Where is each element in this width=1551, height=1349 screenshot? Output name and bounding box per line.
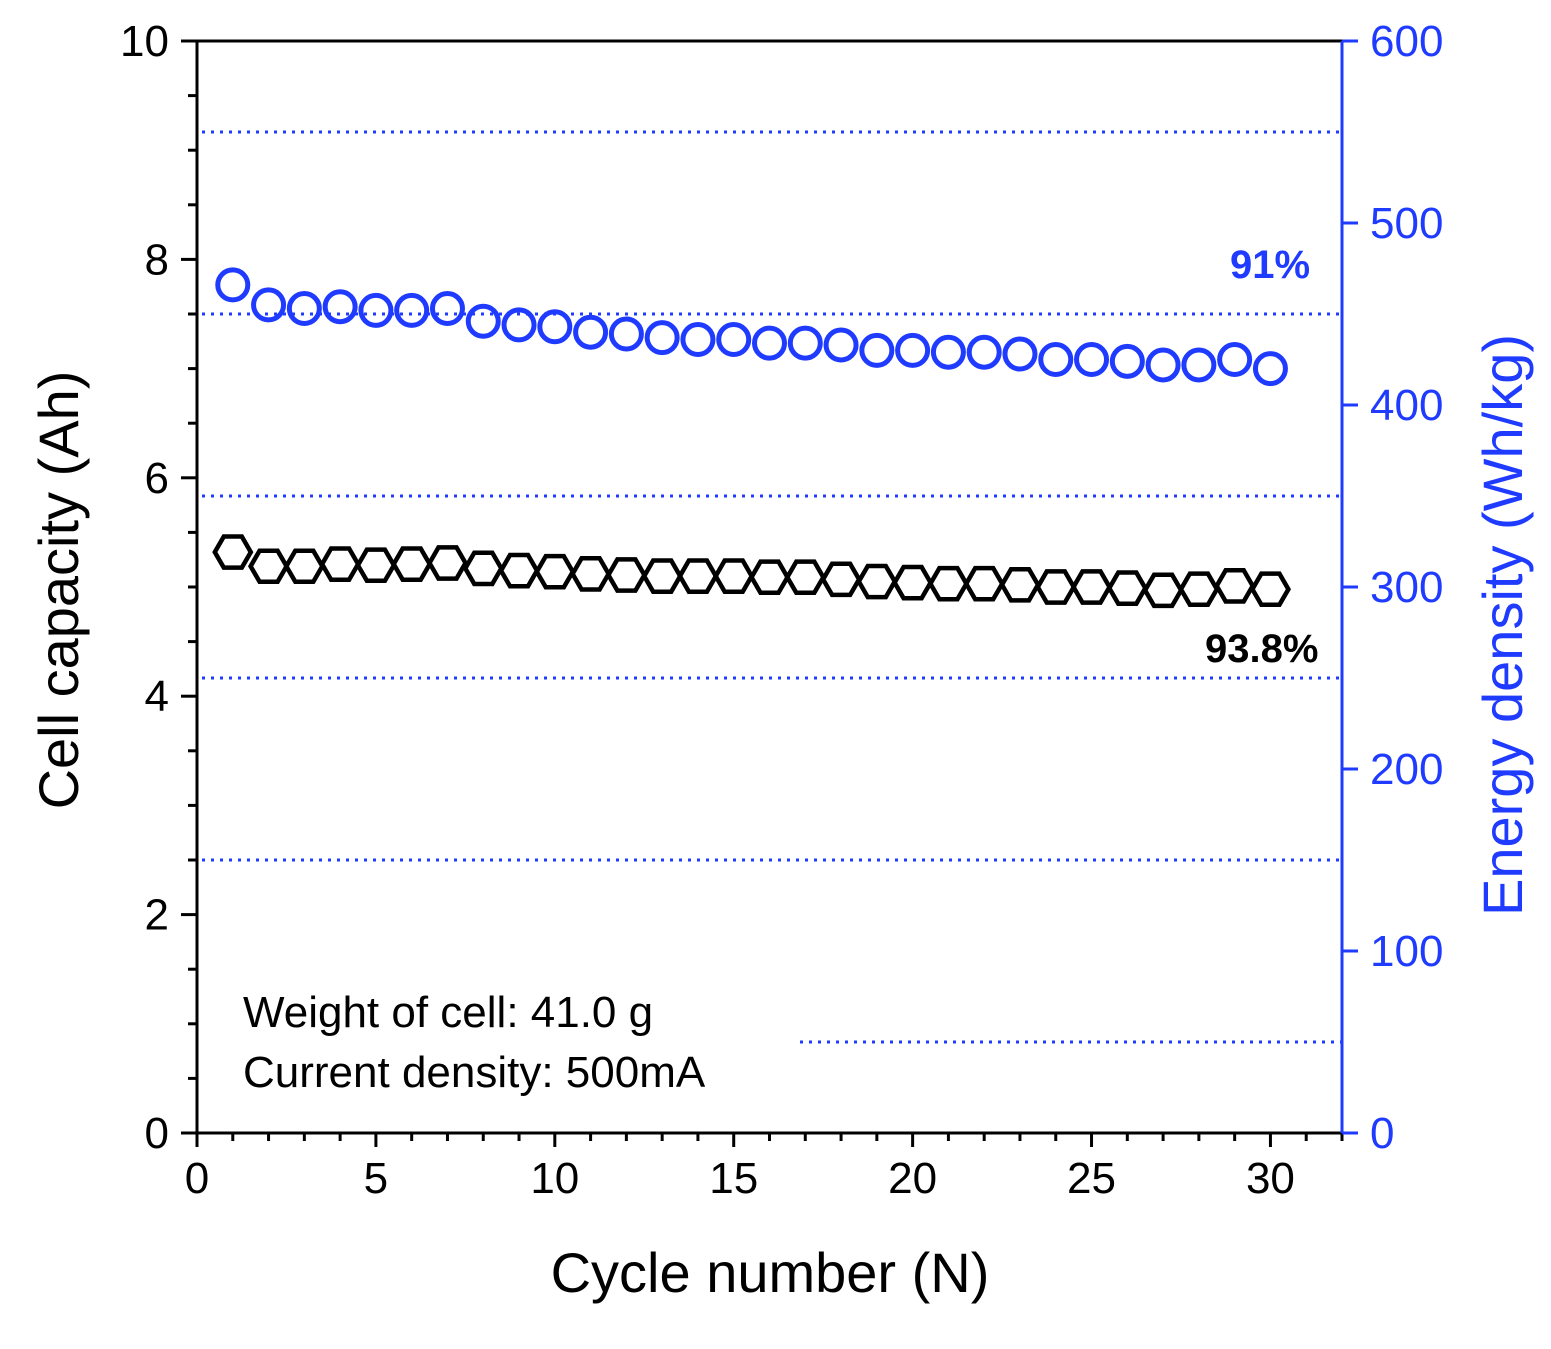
current-density-note: Current density: 500mA (243, 1048, 706, 1097)
energy-density-marker (1002, 336, 1038, 372)
capacity-marker (498, 552, 540, 589)
y-right-tick-label: 500 (1370, 199, 1443, 248)
capacity-marker (1035, 569, 1077, 605)
capacity-marker (784, 559, 826, 596)
capacity-marker (248, 548, 290, 585)
x-axis-title: Cycle number (N) (551, 1241, 990, 1304)
capacity-marker (1249, 571, 1291, 608)
energy-density-marker (501, 307, 537, 343)
energy-density-marker (823, 327, 859, 363)
capacity-marker (1142, 572, 1184, 609)
energy-density-marker (895, 332, 931, 368)
y-left-tick-label: 2 (145, 891, 169, 940)
energy-density-marker (573, 314, 609, 350)
energy-density-marker (966, 334, 1002, 370)
x-tick-label: 10 (530, 1154, 579, 1203)
y-left-tick-label: 6 (145, 454, 169, 503)
y-left-tick-label: 10 (120, 17, 169, 66)
y-right-tick-label: 100 (1370, 927, 1443, 976)
energy-density-marker (465, 303, 501, 339)
axes (195, 39, 1344, 1135)
capacity-marker (1178, 571, 1220, 608)
capacity-marker (713, 558, 755, 594)
energy-density-marker (608, 316, 644, 352)
x-tick-label: 25 (1067, 1154, 1116, 1203)
energy-density-marker (716, 321, 752, 357)
capacity-marker (391, 546, 433, 582)
capacity-marker (641, 558, 683, 594)
energy-density-marker (1038, 342, 1074, 377)
capacity-retention-label: 93.8% (1205, 627, 1318, 671)
x-tick-label: 5 (364, 1154, 388, 1203)
y-right-axis-title: Energy density (Wh/kg) (1471, 334, 1534, 916)
energy-density-marker (322, 289, 358, 325)
capacity-marker (856, 563, 898, 600)
y-right-tick-label: 300 (1370, 563, 1443, 612)
energy-density-marker (251, 287, 287, 323)
capacity-marker (820, 561, 862, 598)
energy-density-marker (930, 334, 966, 370)
energy-density-marker (752, 325, 787, 361)
x-tick-label: 0 (185, 1154, 209, 1203)
capacity-marker (570, 556, 612, 592)
capacity-marker (1070, 569, 1113, 605)
y-left-tick-label: 8 (145, 235, 169, 284)
energy-density-marker (787, 325, 823, 361)
energy-density-marker (1252, 351, 1288, 387)
capacity-marker (355, 547, 397, 583)
energy-density-marker (215, 267, 251, 303)
capacity-marker (212, 534, 254, 570)
cell-weight-note: Weight of cell: 41.0 g (243, 988, 653, 1037)
y-right-tick-label: 600 (1370, 17, 1443, 66)
energy-density-marker (358, 292, 394, 328)
capacity-marker (927, 565, 969, 602)
capacity-marker (534, 553, 576, 590)
x-tick-label: 20 (888, 1154, 937, 1203)
y-left-axis-title: Cell capacity (Ah) (27, 371, 90, 810)
capacity-marker (999, 566, 1041, 603)
energy-density-marker (1145, 347, 1181, 383)
capacity-marker (1106, 570, 1148, 606)
x-tick-label: 30 (1246, 1154, 1295, 1203)
y-right-tick-label: 0 (1370, 1109, 1394, 1158)
capacity-marker (963, 565, 1005, 602)
gridlines (202, 130, 1342, 1044)
capacity-marker (748, 559, 791, 596)
capacity-marker (605, 557, 647, 593)
capacity-marker (426, 545, 469, 581)
energy-density-marker (1074, 342, 1110, 377)
energy-retention-label: 91% (1230, 243, 1310, 287)
y-right-tick-label: 200 (1370, 745, 1443, 794)
energy-density-marker (680, 321, 716, 357)
capacity-marker (892, 564, 934, 601)
energy-density-marker (429, 291, 465, 327)
energy-density-marker (859, 332, 895, 368)
capacity-marker (677, 558, 719, 594)
y-left-tick-label: 4 (145, 672, 169, 721)
energy-density-marker (1217, 342, 1253, 377)
energy-density-marker (537, 309, 573, 345)
capacity-marker (319, 546, 361, 582)
x-tick-label: 15 (709, 1154, 758, 1203)
energy-density-marker (1181, 347, 1217, 383)
y-right-tick-label: 400 (1370, 381, 1443, 430)
energy-density-marker (286, 291, 322, 327)
energy-density-marker (394, 292, 430, 328)
capacity-marker (1214, 568, 1256, 604)
energy-density-marker (1109, 343, 1145, 379)
data-markers (212, 267, 1291, 609)
y-left-tick-label: 0 (145, 1109, 169, 1158)
capacity-marker (283, 548, 325, 585)
energy-density-marker (644, 320, 680, 356)
capacity-marker (462, 550, 504, 587)
